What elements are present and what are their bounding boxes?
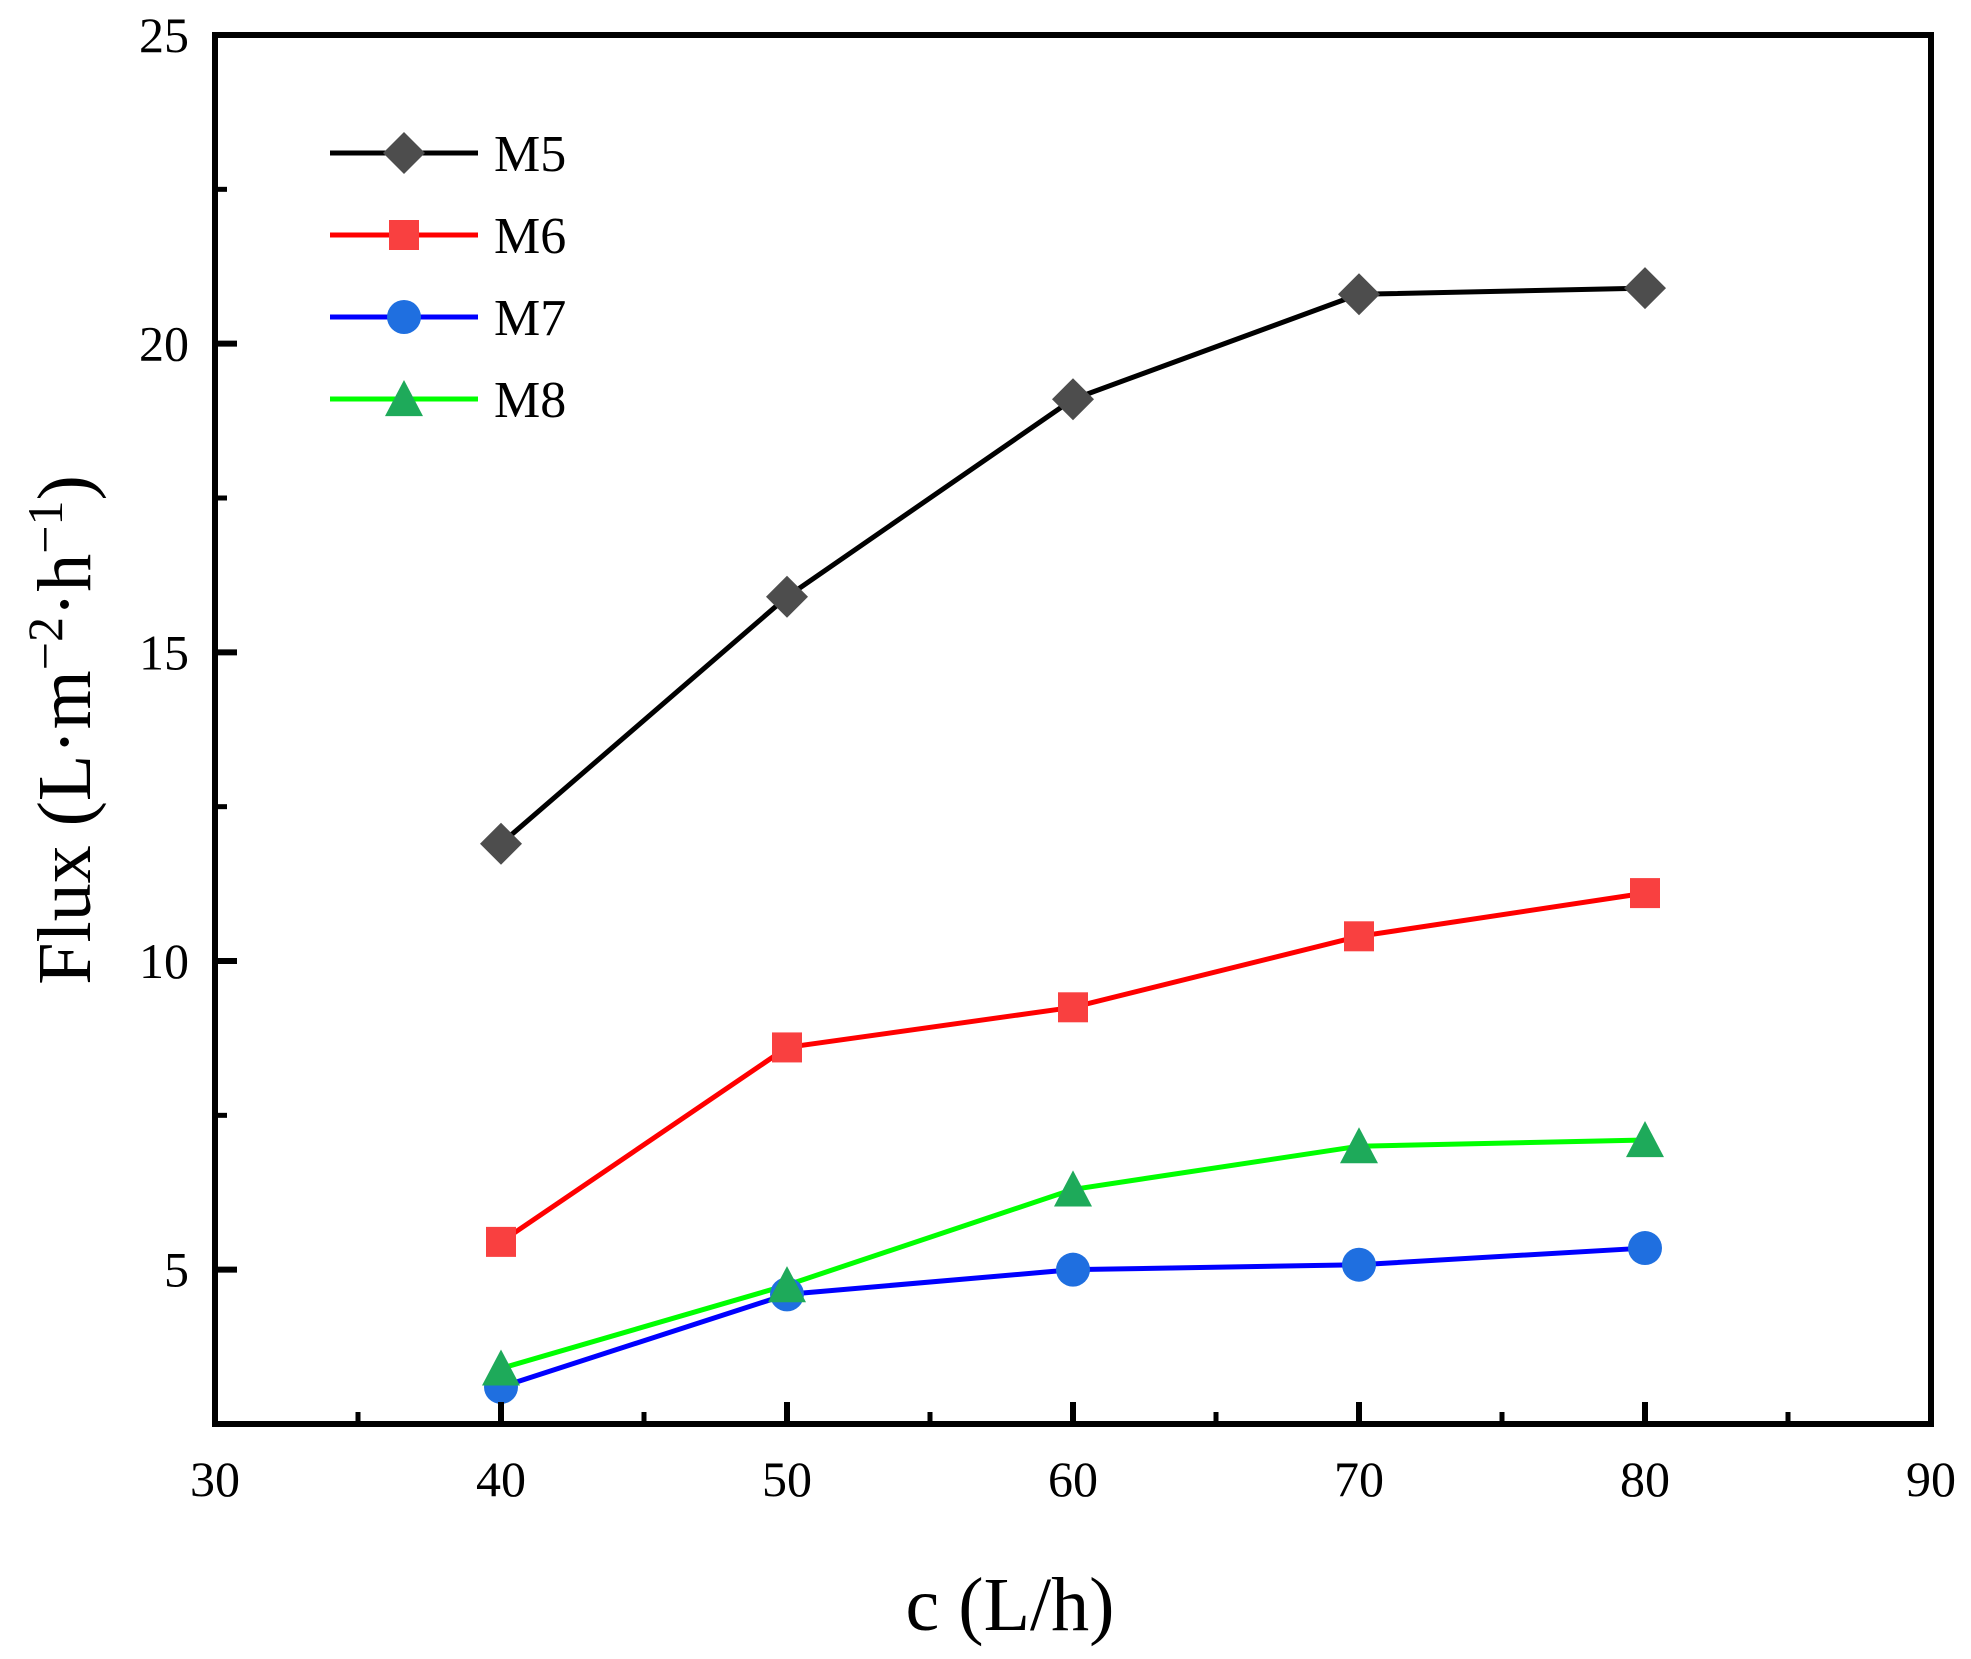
data-point-m8 xyxy=(482,1349,520,1386)
x-tick-label: 50 xyxy=(762,1451,812,1507)
x-tick-label: 30 xyxy=(190,1451,240,1507)
plot-frame xyxy=(212,32,1934,1427)
data-point-m8 xyxy=(1054,1170,1092,1207)
series-line-m5 xyxy=(499,285,1646,846)
axis-ticks xyxy=(212,32,1934,1424)
data-point-m5 xyxy=(1624,267,1666,310)
legend-marker-m7 xyxy=(387,300,421,334)
y-tick-label: 20 xyxy=(139,316,189,372)
legend: M5 M6 M7 M8 xyxy=(330,126,566,429)
axis-tick-labels: 30 40 50 60 70 80 90 5 10 15 20 25 xyxy=(139,7,1956,1507)
data-point-m5 xyxy=(766,575,808,618)
data-point-m8 xyxy=(768,1266,806,1303)
y-tick-label: 25 xyxy=(139,7,189,63)
y-tick-label: 5 xyxy=(164,1242,189,1298)
legend-label-m8: M8 xyxy=(494,372,566,429)
data-point-m7 xyxy=(1342,1247,1376,1282)
data-point-m6 xyxy=(486,1226,516,1257)
data-point-m6 xyxy=(1630,878,1660,909)
data-point-m8 xyxy=(1626,1121,1664,1158)
data-point-m8 xyxy=(1340,1127,1378,1164)
y-tick-label: 15 xyxy=(139,624,189,680)
data-point-m6 xyxy=(772,1032,802,1063)
legend-marker-m8 xyxy=(385,380,423,417)
y-tick-label: 10 xyxy=(139,933,189,989)
data-point-m7 xyxy=(1628,1231,1662,1266)
data-point-m5 xyxy=(1338,273,1380,316)
legend-label-m6: M6 xyxy=(494,208,566,265)
x-tick-label: 40 xyxy=(476,1451,526,1507)
data-point-m6 xyxy=(1058,992,1088,1023)
x-axis-title: c (L/h) xyxy=(906,1563,1115,1647)
legend-label-m7: M7 xyxy=(494,290,566,347)
data-point-m6 xyxy=(1344,921,1374,952)
legend-marker-m6 xyxy=(389,220,419,250)
legend-label-m5: M5 xyxy=(494,126,566,183)
series-markers xyxy=(480,267,1666,1404)
x-tick-label: 70 xyxy=(1334,1451,1384,1507)
x-tick-label: 80 xyxy=(1620,1451,1670,1507)
data-point-m7 xyxy=(1056,1252,1090,1287)
data-point-m5 xyxy=(480,822,522,865)
x-tick-label: 60 xyxy=(1048,1451,1098,1507)
data-point-m5 xyxy=(1052,378,1094,421)
series-lines xyxy=(499,285,1646,1390)
x-tick-label: 90 xyxy=(1906,1451,1956,1507)
legend-marker-m5 xyxy=(383,132,425,174)
y-axis-title: Flux (L·m−2·h−1) xyxy=(17,475,107,985)
